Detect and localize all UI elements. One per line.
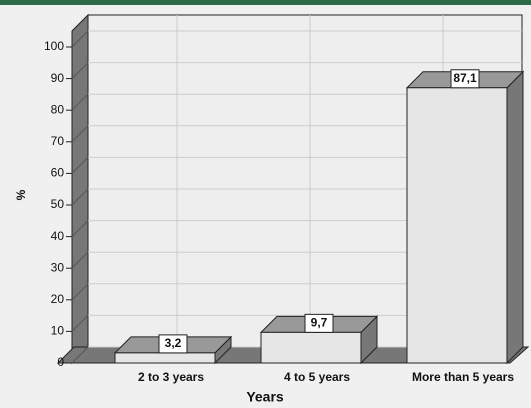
y-tick-label: 0 <box>57 355 64 369</box>
y-tick-label: 70 <box>51 134 65 148</box>
bar <box>260 331 362 364</box>
y-axis-label: % <box>14 189 28 200</box>
x-tick-label: 4 to 5 years <box>284 370 350 384</box>
y-tick-label: 50 <box>51 197 65 211</box>
value-label: 9,7 <box>311 316 328 330</box>
grid-line-side <box>71 30 89 48</box>
y-tick-label: 80 <box>51 102 65 116</box>
top-banner <box>0 0 531 5</box>
x-tick-label: 2 to 3 years <box>138 370 204 384</box>
grid-line-side <box>71 125 89 143</box>
grid-line-side <box>71 220 89 237</box>
grid-line-side <box>71 188 89 206</box>
value-label-box <box>158 334 188 354</box>
bar <box>114 352 216 364</box>
value-label: 3,2 <box>165 336 182 350</box>
grid-line-side <box>71 157 89 174</box>
x-axis-label: Years <box>246 389 284 405</box>
bar <box>406 87 508 364</box>
left-wall <box>71 13 89 365</box>
grid-line-side <box>71 93 89 111</box>
y-tick-label: 60 <box>51 166 65 180</box>
y-tick-label: 30 <box>51 260 65 274</box>
y-tick-label: 20 <box>51 292 65 306</box>
value-label-box <box>450 69 480 89</box>
grid-line-side <box>71 62 89 79</box>
y-tick-label: 100 <box>44 39 64 53</box>
bar-side <box>506 70 524 365</box>
grid-line-side <box>71 346 89 364</box>
y-tick-label: 40 <box>51 229 65 243</box>
y-tick-label: 90 <box>51 71 65 85</box>
x-tick-label: More than 5 years <box>412 370 514 384</box>
grid-line-side <box>71 315 89 332</box>
grid-line-side <box>71 283 89 301</box>
value-label: 87,1 <box>453 71 477 85</box>
value-label-box <box>304 313 334 333</box>
grid-line-side <box>71 251 89 269</box>
y-tick-label: 10 <box>51 324 65 338</box>
